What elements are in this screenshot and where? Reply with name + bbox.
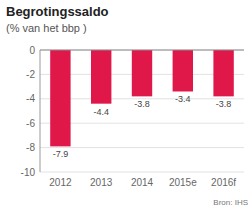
grid-line: [40, 50, 244, 51]
x-tick-label: 2016f: [211, 177, 236, 188]
grid: [40, 50, 244, 172]
data-label: -3.8: [216, 99, 232, 109]
bar: [50, 50, 70, 146]
data-label: -4.4: [93, 107, 109, 117]
y-tick-label: -8: [26, 142, 35, 153]
subtitle: (% van het bbp ): [6, 22, 87, 34]
bar: [132, 50, 152, 96]
x-tick-label: 2015e: [169, 177, 197, 188]
chart-svg: Begrotingssaldo (% van het bbp ) 0 -2 -4 -6 -8…: [0, 0, 252, 210]
x-tick-label: 2013: [90, 177, 113, 188]
grid-line: [40, 172, 244, 173]
y-tick-label: -4: [26, 93, 35, 104]
y-tick-label: -10: [21, 167, 36, 178]
data-label: -3.4: [175, 94, 191, 104]
data-label: -3.8: [134, 99, 150, 109]
source: Bron: IHS: [213, 198, 248, 207]
bar: [213, 50, 233, 96]
y-axis: [40, 50, 41, 172]
grid-line: [40, 147, 244, 148]
y-tick-label: -6: [26, 118, 35, 129]
x-tick-label: 2012: [49, 177, 72, 188]
data-label: -7.9: [53, 149, 69, 159]
bar: [91, 50, 111, 104]
bar: [173, 50, 193, 91]
title: Begrotingssaldo: [6, 4, 109, 19]
bars: [50, 50, 234, 146]
x-tick-label: 2014: [131, 177, 154, 188]
chart-container: Begrotingssaldo (% van het bbp ) 0 -2 -4 -6 -8…: [0, 0, 252, 210]
y-tick-label: -2: [26, 69, 35, 80]
y-tick-label: 0: [29, 45, 35, 56]
zero-line: [40, 50, 244, 51]
